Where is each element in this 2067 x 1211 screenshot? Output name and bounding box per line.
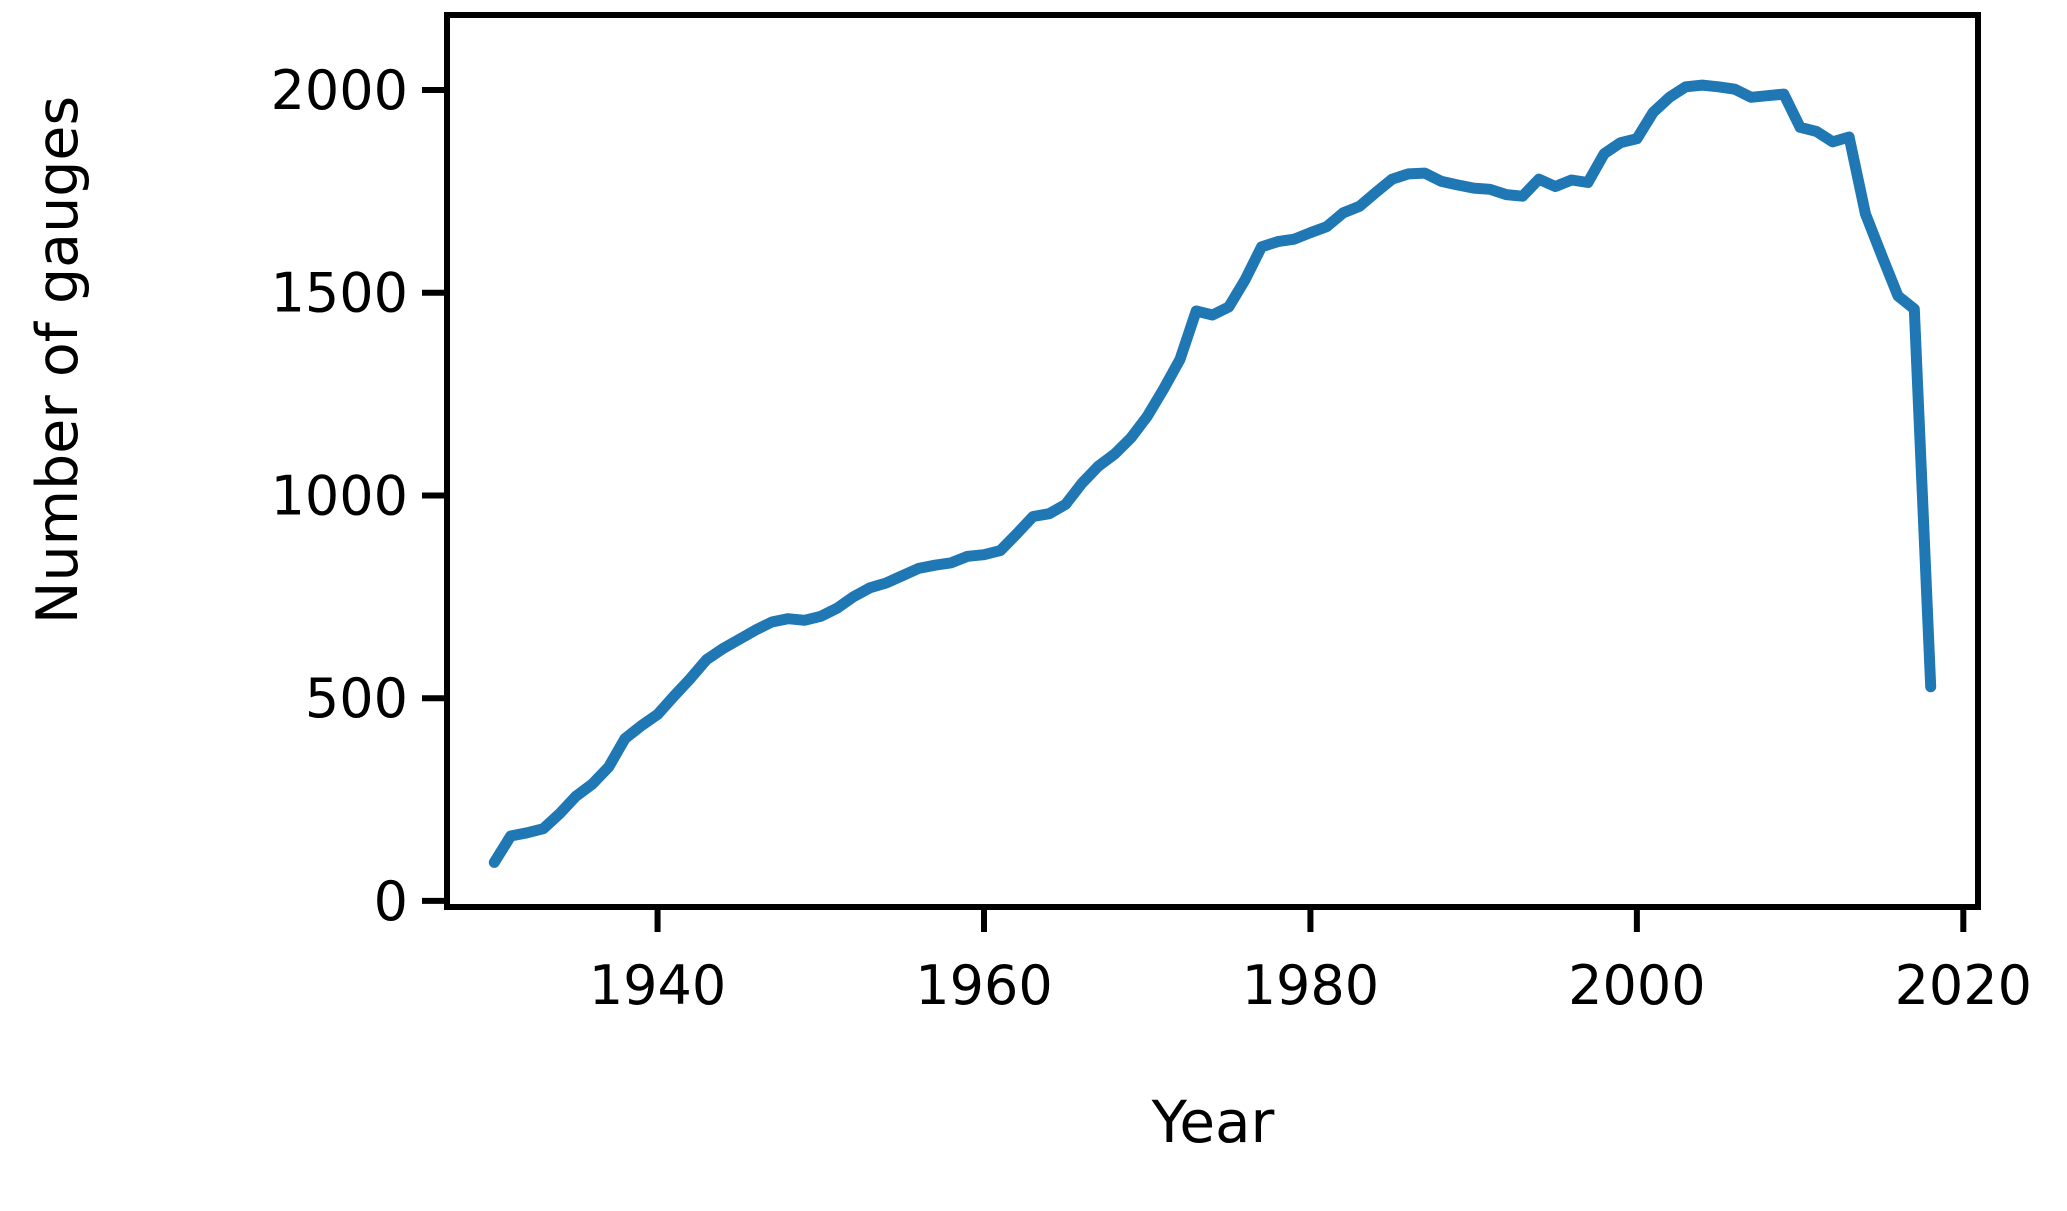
x-tick-label: 1980 (1242, 954, 1379, 1017)
y-axis-label: Number of gauges (25, 95, 91, 625)
x-tick-label: 2000 (1568, 954, 1705, 1017)
y-tick-label: 1000 (271, 464, 408, 527)
y-tick-label: 0 (374, 870, 408, 933)
y-tick-label: 1500 (271, 262, 408, 325)
plot-spine (444, 12, 1981, 910)
x-tick-label: 1940 (589, 954, 726, 1017)
x-axis-label: Year (1151, 1088, 1275, 1156)
data-line (488, 79, 1937, 868)
x-tick-label: 2020 (1895, 954, 2032, 1017)
y-tick-label: 2000 (271, 59, 408, 122)
x-tick-label: 1960 (915, 954, 1052, 1017)
y-tick-label: 500 (305, 667, 408, 730)
